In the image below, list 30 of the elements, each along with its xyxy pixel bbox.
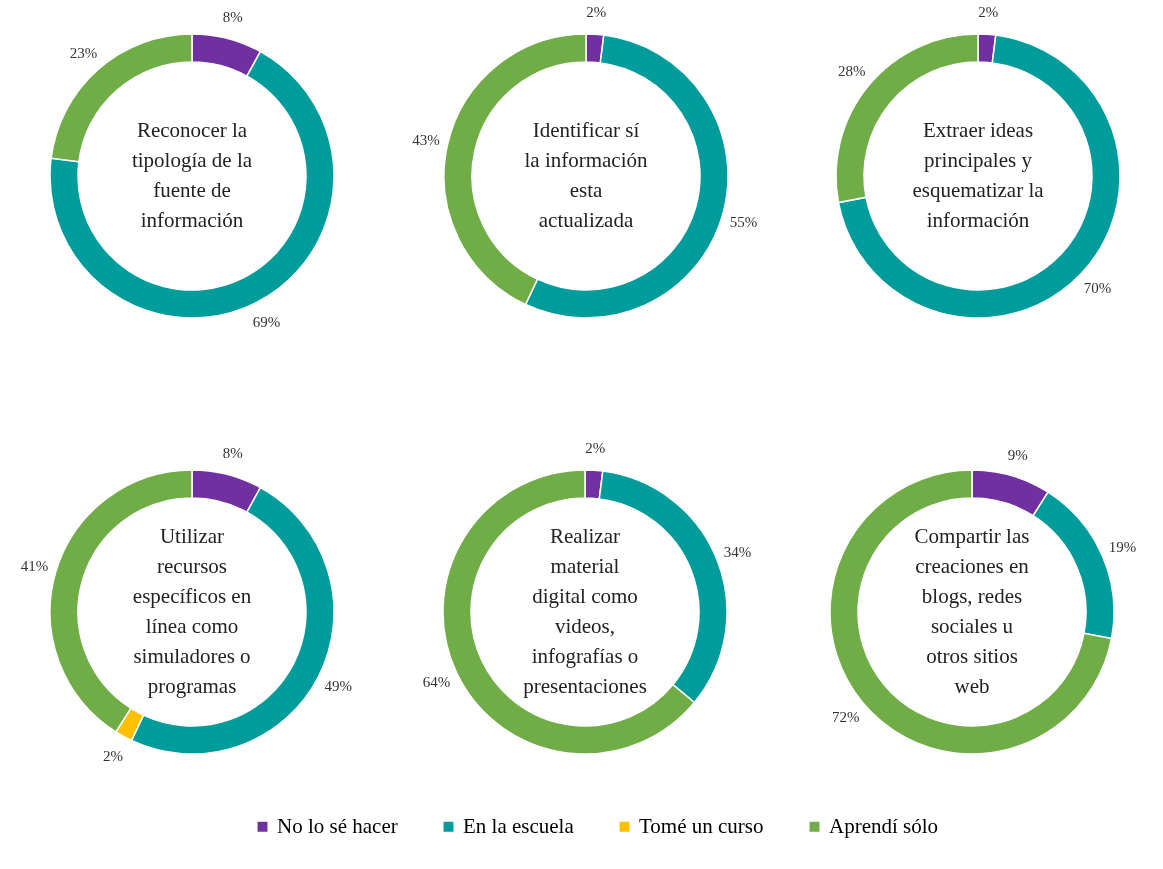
donut-slice [837, 34, 1121, 319]
data-label: 8% [222, 445, 243, 462]
legend-label: En la escuela [463, 813, 575, 838]
data-label: 2% [978, 4, 999, 21]
data-label: 34% [723, 543, 752, 560]
data-label: 69% [252, 314, 281, 331]
text: Realizar material digital como videos, infografías o presentaciones [523, 524, 647, 698]
data-label: 2% [102, 747, 123, 764]
legend-label: Tomé un curso [639, 813, 764, 838]
data-label: 2% [585, 440, 606, 457]
text: Utilizar recursos específicos en línea como simuladores o programas [132, 524, 252, 698]
text: Extraer ideas principales y esquematizar la información [912, 118, 1045, 232]
data-label: 72% [831, 708, 860, 725]
data-label: 19% [1108, 538, 1137, 555]
text: Compartir las creaciones en blogs, redes sociales u otros sitios web [914, 524, 1030, 698]
data-label: 9% [1007, 446, 1028, 463]
data-label: 70% [1083, 280, 1112, 297]
data-label: 8% [222, 9, 243, 26]
legend-label: No lo sé hacer [277, 813, 398, 838]
data-label: 49% [324, 678, 352, 695]
data-label: 23% [69, 44, 98, 61]
data-label: 55% [729, 213, 758, 230]
legend-label: Aprendí sólo [829, 813, 939, 838]
data-label: 43% [412, 132, 440, 149]
text: Reconocer la tipología de la fuente de información [131, 118, 253, 232]
data-label: 64% [422, 673, 451, 690]
data-label: 2% [586, 4, 607, 21]
data-label: 41% [20, 558, 49, 575]
text: Identificar sí la información esta actualizada [524, 118, 649, 232]
data-label: 28% [837, 63, 866, 80]
